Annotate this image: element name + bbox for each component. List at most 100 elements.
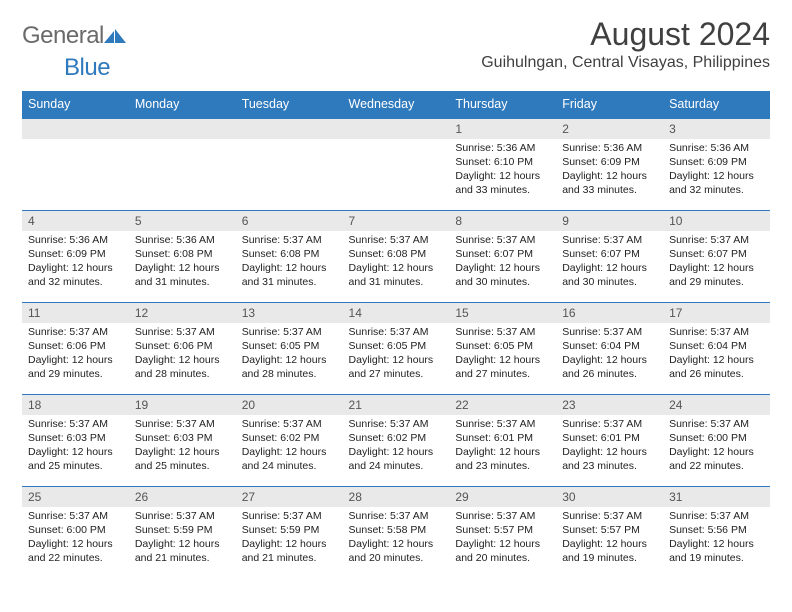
- day-number: [22, 119, 129, 139]
- daylight-text-2: and 30 minutes.: [562, 275, 657, 289]
- daylight-text-1: Daylight: 12 hours: [455, 261, 550, 275]
- day-content: Sunrise: 5:37 AMSunset: 6:07 PMDaylight:…: [449, 231, 556, 294]
- daylight-text-2: and 21 minutes.: [135, 551, 230, 565]
- sunrise-text: Sunrise: 5:37 AM: [562, 417, 657, 431]
- daylight-text-2: and 19 minutes.: [669, 551, 764, 565]
- day-number: 23: [556, 395, 663, 415]
- sunset-text: Sunset: 6:02 PM: [349, 431, 444, 445]
- calendar-day-cell: 13Sunrise: 5:37 AMSunset: 6:05 PMDayligh…: [236, 302, 343, 394]
- daylight-text-2: and 20 minutes.: [349, 551, 444, 565]
- calendar-day-cell: 9Sunrise: 5:37 AMSunset: 6:07 PMDaylight…: [556, 210, 663, 302]
- day-content: Sunrise: 5:37 AMSunset: 6:07 PMDaylight:…: [663, 231, 770, 294]
- day-number: 1: [449, 119, 556, 139]
- calendar-day-cell: 29Sunrise: 5:37 AMSunset: 5:57 PMDayligh…: [449, 486, 556, 578]
- daylight-text-1: Daylight: 12 hours: [562, 169, 657, 183]
- day-content: Sunrise: 5:37 AMSunset: 6:01 PMDaylight:…: [556, 415, 663, 478]
- calendar-day-cell: 16Sunrise: 5:37 AMSunset: 6:04 PMDayligh…: [556, 302, 663, 394]
- calendar-day-cell: 28Sunrise: 5:37 AMSunset: 5:58 PMDayligh…: [343, 486, 450, 578]
- daylight-text-2: and 32 minutes.: [28, 275, 123, 289]
- day-content: Sunrise: 5:36 AMSunset: 6:08 PMDaylight:…: [129, 231, 236, 294]
- day-number: 20: [236, 395, 343, 415]
- sunrise-text: Sunrise: 5:37 AM: [28, 325, 123, 339]
- daylight-text-1: Daylight: 12 hours: [242, 445, 337, 459]
- day-content: Sunrise: 5:37 AMSunset: 6:06 PMDaylight:…: [129, 323, 236, 386]
- calendar-day-cell: 14Sunrise: 5:37 AMSunset: 6:05 PMDayligh…: [343, 302, 450, 394]
- weekday-header: Saturday: [663, 91, 770, 118]
- daylight-text-2: and 29 minutes.: [669, 275, 764, 289]
- sunrise-text: Sunrise: 5:37 AM: [455, 233, 550, 247]
- day-content: Sunrise: 5:37 AMSunset: 6:05 PMDaylight:…: [343, 323, 450, 386]
- daylight-text-1: Daylight: 12 hours: [349, 445, 444, 459]
- brand-logo: General Blue: [22, 18, 128, 85]
- sunrise-text: Sunrise: 5:37 AM: [455, 325, 550, 339]
- daylight-text-1: Daylight: 12 hours: [242, 261, 337, 275]
- daylight-text-2: and 24 minutes.: [349, 459, 444, 473]
- day-number: 19: [129, 395, 236, 415]
- sunrise-text: Sunrise: 5:36 AM: [562, 141, 657, 155]
- day-number: 8: [449, 211, 556, 231]
- sunrise-text: Sunrise: 5:37 AM: [669, 325, 764, 339]
- day-content: Sunrise: 5:37 AMSunset: 6:07 PMDaylight:…: [556, 231, 663, 294]
- weekday-header: Friday: [556, 91, 663, 118]
- day-number: [343, 119, 450, 139]
- calendar-day-cell: 3Sunrise: 5:36 AMSunset: 6:09 PMDaylight…: [663, 118, 770, 210]
- weekday-header: Thursday: [449, 91, 556, 118]
- day-content: Sunrise: 5:37 AMSunset: 6:01 PMDaylight:…: [449, 415, 556, 478]
- sunrise-text: Sunrise: 5:37 AM: [562, 325, 657, 339]
- day-content: Sunrise: 5:37 AMSunset: 6:08 PMDaylight:…: [343, 231, 450, 294]
- day-number: 12: [129, 303, 236, 323]
- calendar-week-row: 11Sunrise: 5:37 AMSunset: 6:06 PMDayligh…: [22, 302, 770, 394]
- day-content: Sunrise: 5:37 AMSunset: 6:05 PMDaylight:…: [236, 323, 343, 386]
- calendar-header-row: SundayMondayTuesdayWednesdayThursdayFrid…: [22, 91, 770, 118]
- location-subtitle: Guihulngan, Central Visayas, Philippines: [481, 52, 770, 74]
- day-number: 16: [556, 303, 663, 323]
- day-number: 21: [343, 395, 450, 415]
- day-content: Sunrise: 5:37 AMSunset: 6:00 PMDaylight:…: [22, 507, 129, 570]
- day-content: [22, 139, 129, 145]
- day-number: [129, 119, 236, 139]
- sunrise-text: Sunrise: 5:36 AM: [135, 233, 230, 247]
- day-content: Sunrise: 5:37 AMSunset: 6:04 PMDaylight:…: [556, 323, 663, 386]
- daylight-text-1: Daylight: 12 hours: [242, 353, 337, 367]
- sunrise-text: Sunrise: 5:36 AM: [455, 141, 550, 155]
- sunrise-text: Sunrise: 5:37 AM: [455, 509, 550, 523]
- daylight-text-2: and 31 minutes.: [242, 275, 337, 289]
- sunset-text: Sunset: 6:05 PM: [242, 339, 337, 353]
- day-content: Sunrise: 5:37 AMSunset: 5:57 PMDaylight:…: [449, 507, 556, 570]
- daylight-text-1: Daylight: 12 hours: [669, 353, 764, 367]
- daylight-text-1: Daylight: 12 hours: [669, 537, 764, 551]
- calendar-day-cell: 17Sunrise: 5:37 AMSunset: 6:04 PMDayligh…: [663, 302, 770, 394]
- day-content: Sunrise: 5:36 AMSunset: 6:09 PMDaylight:…: [556, 139, 663, 202]
- sunset-text: Sunset: 5:57 PM: [562, 523, 657, 537]
- day-number: 28: [343, 487, 450, 507]
- calendar-day-cell: 27Sunrise: 5:37 AMSunset: 5:59 PMDayligh…: [236, 486, 343, 578]
- sunrise-text: Sunrise: 5:37 AM: [242, 233, 337, 247]
- day-number: 31: [663, 487, 770, 507]
- calendar-day-cell: 7Sunrise: 5:37 AMSunset: 6:08 PMDaylight…: [343, 210, 450, 302]
- daylight-text-1: Daylight: 12 hours: [669, 169, 764, 183]
- day-number: 11: [22, 303, 129, 323]
- daylight-text-1: Daylight: 12 hours: [242, 537, 337, 551]
- calendar-day-cell: [129, 118, 236, 210]
- sunset-text: Sunset: 6:09 PM: [669, 155, 764, 169]
- day-number: 7: [343, 211, 450, 231]
- sunrise-text: Sunrise: 5:37 AM: [349, 325, 444, 339]
- sunset-text: Sunset: 6:09 PM: [562, 155, 657, 169]
- month-title: August 2024: [481, 18, 770, 52]
- daylight-text-1: Daylight: 12 hours: [349, 537, 444, 551]
- sunrise-text: Sunrise: 5:37 AM: [455, 417, 550, 431]
- daylight-text-1: Daylight: 12 hours: [349, 261, 444, 275]
- daylight-text-1: Daylight: 12 hours: [28, 353, 123, 367]
- day-content: Sunrise: 5:37 AMSunset: 6:03 PMDaylight:…: [129, 415, 236, 478]
- daylight-text-2: and 26 minutes.: [562, 367, 657, 381]
- day-content: Sunrise: 5:37 AMSunset: 5:57 PMDaylight:…: [556, 507, 663, 570]
- calendar-day-cell: 26Sunrise: 5:37 AMSunset: 5:59 PMDayligh…: [129, 486, 236, 578]
- calendar-week-row: 25Sunrise: 5:37 AMSunset: 6:00 PMDayligh…: [22, 486, 770, 578]
- daylight-text-2: and 31 minutes.: [135, 275, 230, 289]
- weekday-header: Wednesday: [343, 91, 450, 118]
- calendar-day-cell: 10Sunrise: 5:37 AMSunset: 6:07 PMDayligh…: [663, 210, 770, 302]
- weekday-header: Tuesday: [236, 91, 343, 118]
- sunrise-text: Sunrise: 5:37 AM: [669, 509, 764, 523]
- sunrise-text: Sunrise: 5:37 AM: [242, 509, 337, 523]
- day-content: Sunrise: 5:36 AMSunset: 6:09 PMDaylight:…: [22, 231, 129, 294]
